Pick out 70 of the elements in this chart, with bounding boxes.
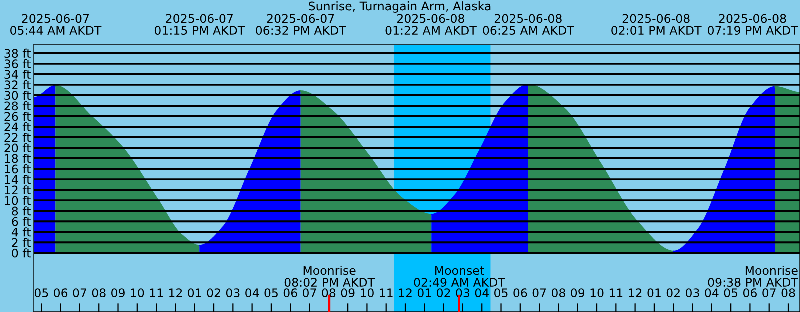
y-tick-label: 18 ft [5,154,31,164]
x-tick-label: 12 [399,288,412,298]
x-tick-label: 02 [207,288,220,298]
x-tick-label: 08 [92,288,106,298]
y-tick-label: 8 ft [12,206,31,216]
text: 2025-06-07 05:44 AM AKDT [10,14,102,36]
x-tick-label: 06 [54,288,68,298]
x-tick-label: 01 [648,288,661,298]
y-tick-label: 36 ft [4,59,31,69]
x-tick-label: 02 [437,288,450,298]
x-tick-label: 09 [571,288,585,298]
y-tick-label: 28 ft [4,101,31,111]
x-tick-label: 05 [494,288,508,298]
x-tick-label: 11 [150,288,163,298]
y-tick-label: 6 ft [12,217,31,226]
x-tick-label: 10 [360,288,374,298]
x-tick-label: 09 [341,288,355,298]
chart-title: Sunrise, Turnagain Arm, Alaska [309,2,491,13]
x-tick-label: 12 [629,288,642,298]
ref-line-label: Moonrise 08:02 PM AKDT [284,266,376,288]
x-tick-label: 10 [131,288,144,298]
text: 2025-06-08 02:01 PM AKDT [612,14,702,36]
x-tick-label: 07 [303,288,316,298]
text: 2025-06-07 06:32 PM AKDT [256,14,346,36]
text: 2025-06-07 01:15 PM AKDT [154,14,246,36]
y-tick-label: 38 ft [4,48,31,58]
x-tick-label: 03 [226,288,240,298]
y-tick-label: 22 ft [4,133,31,142]
x-tick-label: 12 [169,288,182,298]
y-tick-label: 26 ft [4,112,31,122]
x-tick-label: 08 [782,288,796,298]
y-tick-label: 12 ft [5,186,31,195]
y-tick-label: 10 ft [5,196,31,206]
y-tick-label: 34 ft [4,70,31,80]
annotation: Moonrise 09:38 PM AKDT [708,266,799,288]
x-tick-label: 06 [743,288,757,298]
y-tick-label: 32 ft [4,80,31,90]
x-tick-label: 08 [552,288,566,298]
x-tick-label: 04 [475,288,489,298]
y-tick-label: 4 ft [12,228,31,237]
y-tick-label: 20 ft [4,144,31,153]
x-tick-label: 03 [686,288,700,298]
x-tick-label: 09 [112,288,125,298]
y-tick-label: 30 ft [4,90,31,100]
x-tick-label: 05 [34,288,48,298]
y-tick-label: 14 ft [5,175,31,184]
x-tick-label: 06 [284,288,298,298]
y-tick-label: 16 ft [5,164,31,174]
y-tick-label: 24 ft [4,122,31,132]
x-tick-label: 10 [590,288,604,298]
x-tick-label: 02 [666,288,680,298]
x-tick-label: 05 [264,288,278,298]
text: 2025-06-08 07:19 PM AKDT [708,14,798,36]
x-tick-label: 07 [762,288,776,298]
x-tick-label: 04 [705,288,719,298]
text: 2025-06-08 06:25 AM AKDT [483,14,574,36]
x-tick-label: 07 [73,288,86,298]
x-tick-label: 05 [724,288,738,298]
y-tick-label: 2 ft [12,238,31,248]
x-tick-label: 08 [322,288,336,298]
x-tick-label: 06 [514,288,528,298]
x-tick-label: 04 [246,288,260,298]
x-tick-label: 11 [380,288,393,298]
ref-line-label: Moonset 02:49 AM AKDT [414,266,506,288]
text: 2025-06-08 01:22 AM AKDT [386,14,477,36]
x-tick-label: 01 [418,288,432,298]
x-tick-label: 01 [188,288,202,298]
x-tick-label: 11 [610,288,623,298]
x-tick-label: 07 [532,288,546,298]
y-tick-label: 0 ft [12,248,31,258]
